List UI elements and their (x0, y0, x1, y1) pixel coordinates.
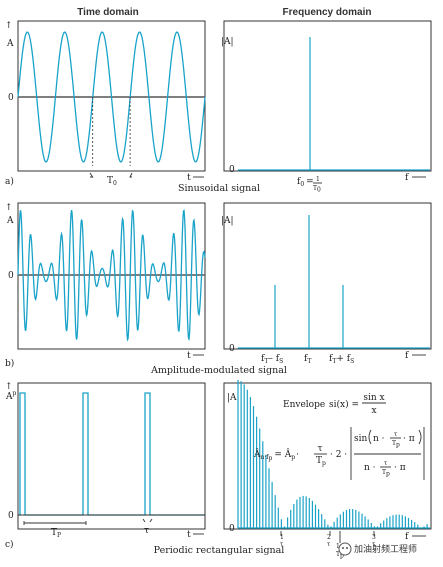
panel-b-letter: b) (5, 358, 14, 369)
panel-c-den-post: · π (394, 463, 406, 473)
panel-c-freq-zero-label: 0 (229, 524, 235, 534)
panel-b-amp-label: |A| (221, 216, 234, 226)
panel-a-sine-wave (17, 31, 206, 163)
panel-b-y-label: A (6, 216, 14, 226)
frequency-domain-header: Frequency domain (283, 7, 372, 18)
panel-c-tau-num: τ (318, 444, 323, 454)
panel-c-sin-open: sin (354, 434, 367, 444)
panel-c-t-axis-label: t (187, 530, 191, 540)
panel-c-caption: Periodic rectangular signal (154, 545, 285, 556)
panel-c-xt2-den: τ (327, 541, 331, 548)
panel-a-freq-zero-label: 0 (229, 165, 235, 175)
panel-a-period-label: T0 (107, 176, 117, 187)
panel-c-den-tp: Tp (382, 469, 390, 478)
watermark: 加油射频工程师 (338, 542, 417, 556)
panel-a-amp-label: |A| (221, 37, 234, 47)
panel-a-caption: Sinusoidal signal (178, 183, 260, 194)
panel-c-si-num: sin x (363, 393, 384, 403)
panel-c-den-pre: n · (364, 463, 376, 473)
panel-c-y-arrow: ↑ (5, 382, 13, 392)
panel-b-am-wave (17, 209, 206, 342)
panel-b: ↑ A 0 b) t |A| 0 f fT– fS fT fT+ fS Ampl… (5, 202, 432, 376)
panel-c-tau-bracket (142, 518, 153, 523)
panel-c-xt2-num: 2 (327, 534, 331, 541)
panel-b-zero-label: 0 (8, 271, 14, 281)
panel-c-time-frame (17, 382, 206, 530)
panel-a-zero-label: 0 (8, 93, 14, 103)
panel-c-f-axis-label: f (405, 532, 409, 542)
panel-b-freq-frame (223, 202, 432, 350)
panel-a-letter: a) (5, 176, 14, 187)
panel-c-tp-den: Tp (316, 456, 326, 467)
panel-c-pulse-train (18, 392, 205, 516)
panel-b-y-arrow: ↑ (5, 203, 13, 213)
time-domain-header: Time domain (77, 7, 139, 18)
panel-a-y-arrow: ↑ (5, 21, 13, 31)
panel-a-t-axis-label: t (187, 173, 191, 183)
panel-b-time-frame (17, 202, 206, 350)
panel-c-period-bracket (23, 521, 87, 525)
panel-c-zero-label: 0 (8, 511, 14, 521)
panel-c-xt1-num: 1 (280, 534, 284, 541)
panel-b-f-upper-label: fT+ fS (329, 354, 354, 365)
panel-a-period-bracket-left (89, 172, 94, 178)
panel-a-frac-num: 1 (316, 176, 320, 183)
panel-b-t-axis-label: t (187, 351, 191, 361)
panel-c-spectral-lines (237, 380, 428, 528)
panel-c-xtp-den: Tp (336, 551, 344, 560)
panel-a-period-bracket-right (129, 172, 133, 178)
panel-c-n-dot: n · (373, 434, 385, 444)
panel-c-amp-label: |A| (227, 393, 240, 403)
panel-c-si-den: x (371, 406, 376, 416)
panel-c-den-tau: τ (384, 460, 388, 467)
panel-b-freq-zero-label: 0 (229, 344, 235, 354)
panel-c-inner-tau: τ (394, 431, 398, 438)
panel-a-frac-den: T0 (313, 185, 321, 194)
panel-b-f-axis-label: f (405, 351, 409, 361)
panel-c-letter: c) (5, 539, 14, 550)
panel-c-xt1-den: τ (280, 541, 284, 548)
panel-c-zero-ticks (280, 531, 375, 543)
panel-c-formula-lhs: Ân·fp = Âp· (253, 448, 299, 462)
panel-c-xtp-num: 1 (336, 543, 340, 550)
panel-c-si-lhs: si(x) = (329, 399, 359, 410)
panel-c-xt3-num: 3 (372, 534, 376, 541)
panel-c-xt3-den: τ (372, 541, 376, 548)
wechat-icon-eye-left (342, 547, 344, 549)
panel-c-two: · 2 · (330, 450, 347, 460)
panel-a-y-label: A (6, 39, 14, 49)
panel-c: ↑ Ap 0 c) TP τ t |A| 0 1 τ 2 τ 3 τ 1 Tp … (5, 380, 432, 560)
panel-b-f-lower-label: fT– fS (261, 354, 283, 365)
wechat-icon (338, 542, 352, 556)
watermark-text: 加油射频工程师 (354, 543, 417, 555)
wechat-icon-eye-right (346, 547, 348, 549)
panel-c-y-label: Ap (5, 390, 17, 402)
panel-c-sin-parens (368, 429, 422, 445)
panel-a-freq-frame (223, 20, 432, 172)
panel-c-period-label: TP (51, 528, 61, 539)
panel-c-freq-frame (223, 382, 432, 530)
panel-c-envelope-label: Envelope (283, 400, 325, 410)
panel-a-f-axis-label: f (405, 173, 409, 183)
panel-b-caption: Amplitude-modulated signal (150, 365, 287, 376)
panel-b-f-carrier-label: fT (304, 354, 311, 365)
panel-c-tau-label: τ (144, 526, 149, 536)
panel-c-dot-pi: · π (403, 434, 415, 444)
panel-c-inner-tp: Tp (392, 440, 400, 449)
panel-a-f0-label: f0 = (297, 177, 314, 188)
panel-a: ↑ A 0 a) T0 t |A| 0 f f0 = 1 T0 Sinusoida… (5, 20, 432, 194)
